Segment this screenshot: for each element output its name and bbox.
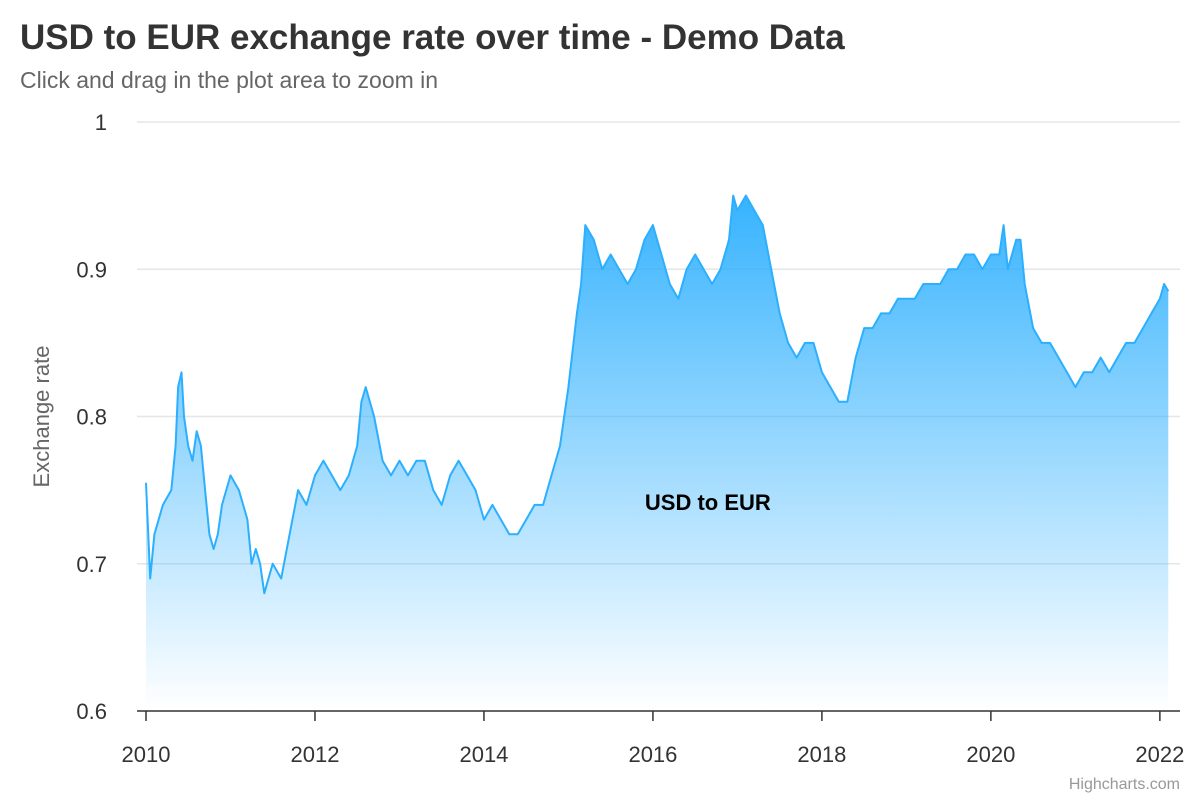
x-tick-label: 2022	[1135, 742, 1184, 767]
y-axis-title: Exchange rate	[29, 346, 54, 488]
y-tick-label: 0.7	[76, 552, 107, 577]
chart-subtitle: Click and drag in the plot area to zoom …	[20, 67, 439, 93]
credits-link[interactable]: Highcharts.com	[1068, 776, 1180, 793]
y-tick-label: 0.6	[76, 699, 107, 724]
x-tick-label: 2014	[459, 742, 508, 767]
area-fill-usd-to-eur	[146, 195, 1169, 712]
x-tick-label: 2012	[291, 742, 340, 767]
x-tick-label: 2010	[122, 742, 171, 767]
axes: 0.6 0.7 0.8 0.9 1 2010 2012 2014 2016 2018 2020 202…	[76, 110, 1184, 767]
x-tick-label: 2018	[797, 742, 846, 767]
y-tick-label: 0.9	[76, 257, 107, 282]
x-tick-label: 2020	[966, 742, 1015, 767]
series-line-usd-to-eur[interactable]	[145, 194, 1170, 595]
chart-title: USD to EUR exchange rate over time - Dem…	[20, 18, 845, 57]
x-tick-label: 2016	[628, 742, 677, 767]
y-tick-label: 0.8	[76, 405, 107, 430]
y-tick-label: 1	[95, 110, 107, 135]
series-label-usd-to-eur: USD to EUR	[645, 490, 771, 515]
plot-area[interactable]	[145, 194, 1170, 712]
